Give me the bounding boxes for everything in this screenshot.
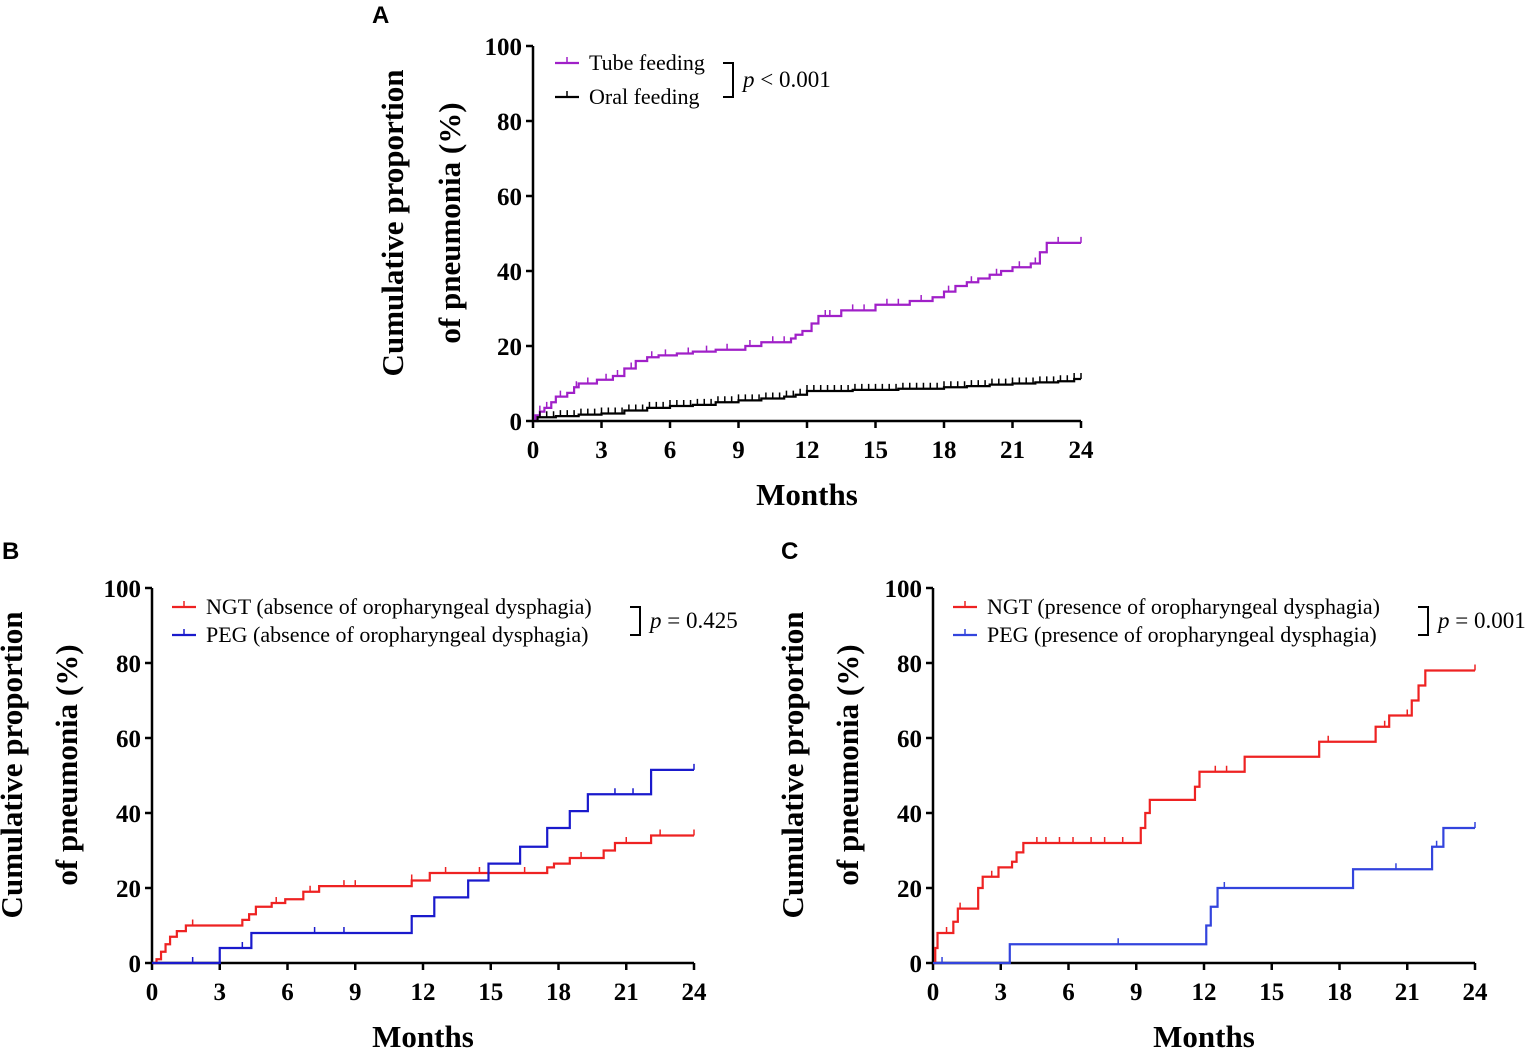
p-value-symbol: p xyxy=(741,67,755,92)
x-tick-label: 12 xyxy=(411,979,436,1006)
p-value-text: = 0.425 xyxy=(662,608,738,633)
y-tick-label: 40 xyxy=(116,801,141,828)
legend-entry-2: PEG (presence of oropharyngeal dysphagia… xyxy=(953,622,1377,647)
y-tick-label: 80 xyxy=(897,651,922,678)
p-value-label: p = 0.001 xyxy=(1436,608,1526,633)
p-value-label: p = 0.425 xyxy=(648,608,738,633)
x-tick-label: 15 xyxy=(478,979,503,1006)
legend-entry-2: PEG (absence of oropharyngeal dysphagia) xyxy=(172,622,588,647)
y-axis-label-line1: Cumulative proportion xyxy=(0,612,29,919)
y-tick-label: 60 xyxy=(897,726,922,753)
chart-panel-c: 0 3 6 9 12 15 18 21 24 0 20 40 60 80 100 Months Cumulati… xyxy=(775,576,1526,1049)
x-tick-label: 0 xyxy=(927,979,940,1006)
legend-label: Tube feeding xyxy=(589,50,705,75)
panel-letter-c: C xyxy=(781,538,799,565)
x-tick-label: 0 xyxy=(527,437,540,464)
series-2 xyxy=(533,373,1082,423)
y-tick-label: 60 xyxy=(116,726,141,753)
y-axis-label-line2: of pneumonia (%) xyxy=(432,102,467,343)
y-tick-label: 80 xyxy=(497,109,522,136)
legend-entry-2: Oral feeding xyxy=(555,84,700,109)
y-tick-label: 20 xyxy=(116,876,141,903)
y-tick-label: 40 xyxy=(897,801,922,828)
legend-entry-1: NGT (presence of oropharyngeal dysphagia… xyxy=(953,594,1380,619)
x-tick-label: 6 xyxy=(281,979,294,1006)
p-value-text: < 0.001 xyxy=(755,67,831,92)
x-tick-label: 24 xyxy=(1463,979,1489,1006)
x-tick-label: 6 xyxy=(1062,979,1075,1006)
series-line xyxy=(533,241,1081,423)
x-tick-label: 24 xyxy=(1069,437,1095,464)
p-value-symbol: p xyxy=(648,608,662,633)
y-tick-label: 0 xyxy=(910,951,923,978)
x-axis-label: Months xyxy=(756,477,858,512)
y-tick-label: 40 xyxy=(497,259,522,286)
legend-bracket xyxy=(1418,606,1429,636)
y-tick-label: 100 xyxy=(104,576,142,603)
x-tick-label: 9 xyxy=(349,979,362,1006)
series-1 xyxy=(533,236,1082,423)
chart-panel-a: 0 3 6 9 12 15 18 21 24 0 20 40 60 80 100 Months Cumulati… xyxy=(375,34,1094,512)
p-value-symbol: p xyxy=(1436,608,1450,633)
series-1 xyxy=(152,829,695,965)
legend-entry-1: Tube feeding xyxy=(555,50,705,75)
legend-bracket xyxy=(723,62,734,98)
series-2 xyxy=(933,822,1476,965)
series-line xyxy=(152,834,694,965)
y-tick-label: 100 xyxy=(885,576,923,603)
legend-label: Oral feeding xyxy=(589,84,700,109)
x-tick-label: 18 xyxy=(546,979,571,1006)
series-line xyxy=(533,377,1081,423)
y-tick-label: 0 xyxy=(129,951,142,978)
x-tick-label: 9 xyxy=(732,437,745,464)
x-tick-label: 12 xyxy=(795,437,820,464)
y-axis-label-line2: of pneumonia (%) xyxy=(830,644,865,885)
legend-entry-1: NGT (absence of oropharyngeal dysphagia) xyxy=(172,594,592,619)
series-line xyxy=(152,768,694,965)
y-tick-label: 20 xyxy=(497,334,522,361)
x-tick-label: 3 xyxy=(995,979,1008,1006)
x-tick-label: 9 xyxy=(1130,979,1143,1006)
y-axis-label-line1: Cumulative proportion xyxy=(775,612,810,919)
x-tick-label: 24 xyxy=(682,979,708,1006)
y-tick-label: 60 xyxy=(497,184,522,211)
x-tick-label: 12 xyxy=(1192,979,1217,1006)
x-tick-label: 21 xyxy=(1000,437,1025,464)
legend-label: NGT (absence of oropharyngeal dysphagia) xyxy=(206,594,592,619)
y-axis-label-line2: of pneumonia (%) xyxy=(49,644,84,885)
x-axis-label: Months xyxy=(372,1019,474,1049)
x-tick-label: 3 xyxy=(595,437,608,464)
x-tick-label: 18 xyxy=(1327,979,1352,1006)
y-tick-label: 20 xyxy=(897,876,922,903)
legend-label: PEG (absence of oropharyngeal dysphagia) xyxy=(206,622,588,647)
legend-label: NGT (presence of oropharyngeal dysphagia… xyxy=(987,594,1380,619)
series-1 xyxy=(933,664,1476,965)
p-value-label: p < 0.001 xyxy=(741,67,831,92)
x-tick-label: 15 xyxy=(1259,979,1284,1006)
series-2 xyxy=(152,763,695,965)
x-tick-label: 3 xyxy=(214,979,227,1006)
y-tick-label: 80 xyxy=(116,651,141,678)
series-line xyxy=(933,826,1475,965)
x-tick-label: 0 xyxy=(146,979,159,1006)
chart-panel-b: 0 3 6 9 12 15 18 21 24 0 20 40 60 80 100 Months Cumulati… xyxy=(0,576,738,1049)
legend-bracket xyxy=(630,606,641,636)
x-axis-label: Months xyxy=(1153,1019,1255,1049)
panel-letter-b: B xyxy=(2,538,20,565)
y-tick-label: 0 xyxy=(510,409,523,436)
series-line xyxy=(933,669,1475,965)
x-tick-label: 21 xyxy=(1395,979,1420,1006)
x-tick-label: 6 xyxy=(664,437,677,464)
x-tick-label: 15 xyxy=(863,437,888,464)
legend-label: PEG (presence of oropharyngeal dysphagia… xyxy=(987,622,1377,647)
y-tick-label: 100 xyxy=(485,34,523,61)
y-axis-label-line1: Cumulative proportion xyxy=(375,70,410,377)
x-tick-label: 21 xyxy=(614,979,639,1006)
panel-letter-a: A xyxy=(372,2,390,29)
x-tick-label: 18 xyxy=(932,437,957,464)
p-value-text: = 0.001 xyxy=(1450,608,1526,633)
